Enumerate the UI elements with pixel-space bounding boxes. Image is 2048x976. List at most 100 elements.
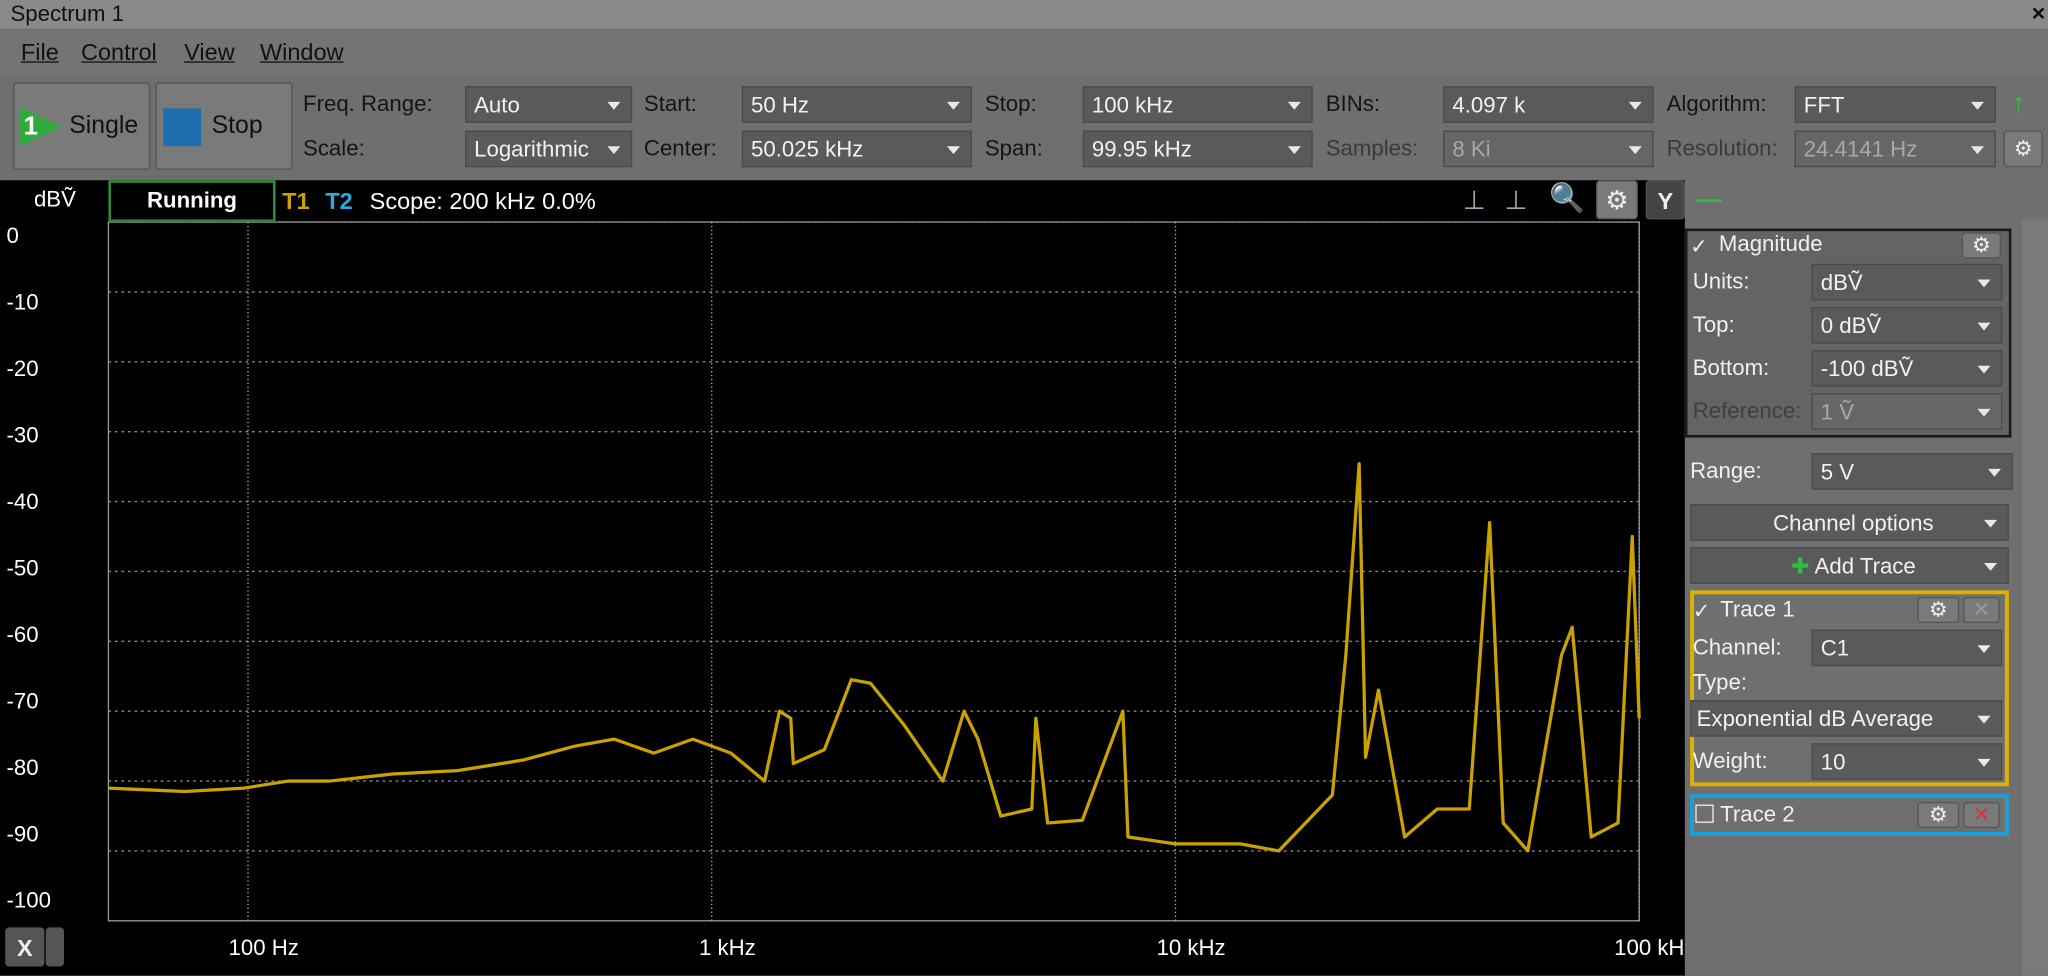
scope-info: Scope: 200 kHz 0.0%: [369, 188, 596, 215]
trace-remove[interactable]: ✕: [1963, 596, 2000, 624]
field-label: BINs:: [1325, 91, 1380, 117]
x-tick-label: 100 Hz: [229, 935, 299, 960]
field-label: Reference:: [1692, 398, 1802, 424]
field-label: Units:: [1692, 269, 1750, 294]
menu-item[interactable]: Window: [259, 39, 344, 66]
trace-2-tag[interactable]: T2: [325, 188, 353, 215]
field-dropdown[interactable]: 100 kHz: [1082, 86, 1313, 123]
trace-1-tag[interactable]: T1: [282, 188, 310, 215]
x-button[interactable]: X: [5, 927, 45, 967]
y-tick-label: 0: [7, 223, 19, 248]
stop-label: Stop: [211, 112, 263, 140]
checkbox[interactable]: [1695, 804, 1714, 823]
y-button[interactable]: Y: [1645, 180, 1685, 220]
x-menu[interactable]: [45, 927, 64, 967]
field-label: Type:: [1692, 670, 1748, 695]
field-label: Channel:: [1692, 634, 1782, 660]
field-label: Scale:: [303, 135, 365, 161]
plot-area: dBṼ 0 -10 -20 -30 -40 -50 -60 -70 -80 -90 -100 100 H…: [0, 180, 1685, 976]
field-dropdown[interactable]: 5 V: [1811, 453, 2013, 490]
field-dropdown[interactable]: 99.95 kHz: [1082, 130, 1313, 168]
field-dropdown[interactable]: FFT: [1794, 86, 1996, 123]
field-label: Span:: [984, 135, 1043, 161]
x-tick-label: 1 kHz: [699, 935, 756, 960]
trace-title: Trace 2: [1720, 801, 1795, 827]
y-axis-label: dBṼ: [34, 186, 76, 211]
trace-settings[interactable]: ⚙: [1917, 801, 1960, 829]
field-dropdown[interactable]: 0 dBṼ: [1811, 306, 2003, 344]
field-dropdown[interactable]: dBṼ: [1811, 263, 2003, 301]
cursor-icon[interactable]: ⊥: [1504, 186, 1528, 216]
arrow-up-icon[interactable]: ↑: [2011, 86, 2026, 119]
plus-icon: ✚: [1790, 553, 1815, 579]
y-tick-label: -20: [7, 356, 39, 381]
scrollbar[interactable]: [2021, 219, 2048, 976]
check-icon: ✓: [1692, 600, 1711, 624]
chart: dBṼ 0 -10 -20 -30 -40 -50 -60 -70 -80 -90 -100 100 H…: [7, 186, 1685, 960]
field-dropdown[interactable]: 4.097 k: [1443, 86, 1654, 123]
settings-button[interactable]: ⚙: [2003, 130, 2043, 168]
field-dropdown[interactable]: C1: [1811, 629, 2003, 667]
trace-settings[interactable]: ⚙: [1917, 596, 1960, 624]
single-button[interactable]: 1 Single: [13, 82, 151, 170]
y-tick-label: -80: [7, 755, 39, 780]
x-tick-label: 100 kHz: [1614, 935, 1685, 960]
field-dropdown[interactable]: Auto: [464, 86, 633, 123]
field-dropdown[interactable]: Logarithmic: [464, 130, 633, 168]
field-dropdown[interactable]: Exponential dB Average: [1690, 700, 2003, 737]
field-label: Top:: [1692, 312, 1735, 337]
cursor-icon[interactable]: ⊥: [1462, 186, 1486, 216]
field-dropdown[interactable]: -100 dBṼ: [1811, 350, 2003, 387]
y-tick-label: -100: [7, 888, 51, 913]
field-label: Bottom:: [1692, 355, 1770, 381]
field-label: Center:: [643, 135, 717, 161]
trace-1-group: [1690, 590, 2009, 787]
collapse-icon[interactable]: —: [1695, 185, 1722, 215]
check-icon: ✓: [1690, 236, 1708, 259]
y-tick-label: -90: [7, 821, 39, 846]
plot-settings[interactable]: ⚙: [1596, 180, 1638, 220]
field-dropdown: 1 Ṽ: [1811, 393, 2003, 430]
y-tick-label: -70: [7, 688, 39, 713]
trace-remove[interactable]: ✕: [1963, 801, 2000, 829]
menu-item[interactable]: File: [20, 39, 59, 66]
add-trace-label: Add Trace: [1814, 553, 1916, 579]
field-label: Stop:: [984, 91, 1037, 117]
field-dropdown[interactable]: 50 Hz: [741, 86, 972, 123]
title-bar: Spectrum 1 ×: [0, 0, 2048, 29]
trace-2-group: [1690, 794, 2009, 836]
add-trace[interactable]: ✚ Add Trace: [1690, 547, 2009, 584]
field-label: Algorithm:: [1666, 91, 1767, 117]
play-icon: [19, 107, 62, 147]
field-label: Weight:: [1692, 748, 1768, 774]
magnitude-settings[interactable]: ⚙: [1961, 232, 2001, 259]
field-dropdown[interactable]: 10: [1811, 743, 2003, 780]
channel-options[interactable]: Channel options: [1690, 504, 2009, 541]
field-label: Start:: [643, 91, 697, 117]
field-dropdown[interactable]: 50.025 kHz: [741, 130, 972, 168]
y-tick-label: -30: [7, 422, 39, 447]
zoom-icon[interactable]: 🔍: [1549, 181, 1585, 215]
y-tick-label: -50: [7, 555, 39, 580]
field-dropdown: 24.4141 Hz: [1794, 130, 1996, 168]
field-label: Range:: [1690, 458, 1762, 484]
y-tick-label: -10: [7, 289, 39, 314]
stop-button[interactable]: Stop: [155, 82, 293, 170]
trace-line: [108, 462, 1641, 853]
stop-icon: [163, 108, 202, 147]
single-badge: 1: [23, 112, 39, 142]
x-tick-label: 10 kHz: [1157, 935, 1226, 960]
y-tick-label: -60: [7, 622, 39, 647]
close-button[interactable]: ×: [2031, 0, 2046, 27]
window-title: Spectrum 1: [10, 1, 124, 27]
running-status: Running: [108, 180, 276, 223]
field-dropdown: 8 Ki: [1443, 130, 1654, 168]
field-label: Freq. Range:: [303, 91, 433, 117]
menu-item[interactable]: View: [184, 39, 235, 66]
trace-title: Trace 1: [1720, 596, 1795, 622]
single-label: Single: [69, 112, 139, 140]
menu-item[interactable]: Control: [80, 39, 157, 66]
menu-bar: File Control View Window: [0, 30, 2048, 75]
